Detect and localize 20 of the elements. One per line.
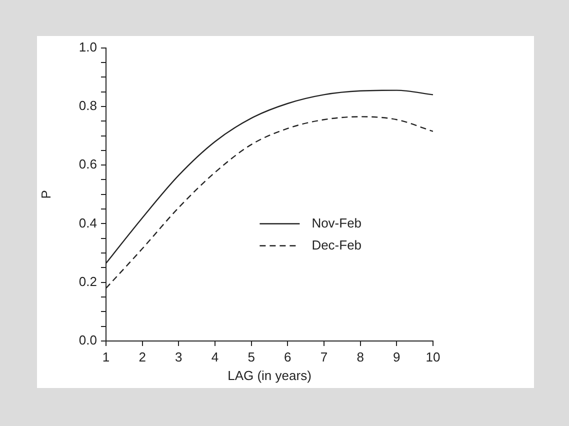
x-tick-label: 8 — [356, 349, 364, 364]
x-tick-label: 6 — [284, 349, 292, 364]
x-tick-label: 7 — [320, 349, 328, 364]
y-tick-label: 1.0 — [78, 39, 97, 54]
x-tick-label: 2 — [138, 349, 146, 364]
y-tick-label: 0.2 — [78, 274, 97, 289]
x-tick-label: 3 — [175, 349, 182, 364]
legend-label: Dec-Feb — [312, 237, 362, 252]
x-tick-label: 1 — [102, 349, 110, 364]
y-axis-title: P — [38, 190, 54, 199]
y-tick-label: 0.6 — [78, 156, 97, 172]
legend-label: Nov-Feb — [312, 215, 362, 230]
x-tick-label: 9 — [393, 349, 400, 364]
x-tick-label: 5 — [248, 349, 255, 364]
y-tick-label: 0.0 — [78, 332, 97, 348]
x-tick-label: 10 — [426, 349, 440, 364]
x-tick-label: 4 — [211, 349, 219, 364]
y-tick-label: 0.4 — [78, 215, 97, 230]
x-axis-title: LAG (in years) — [228, 368, 312, 383]
y-tick-label: 0.8 — [78, 98, 97, 114]
